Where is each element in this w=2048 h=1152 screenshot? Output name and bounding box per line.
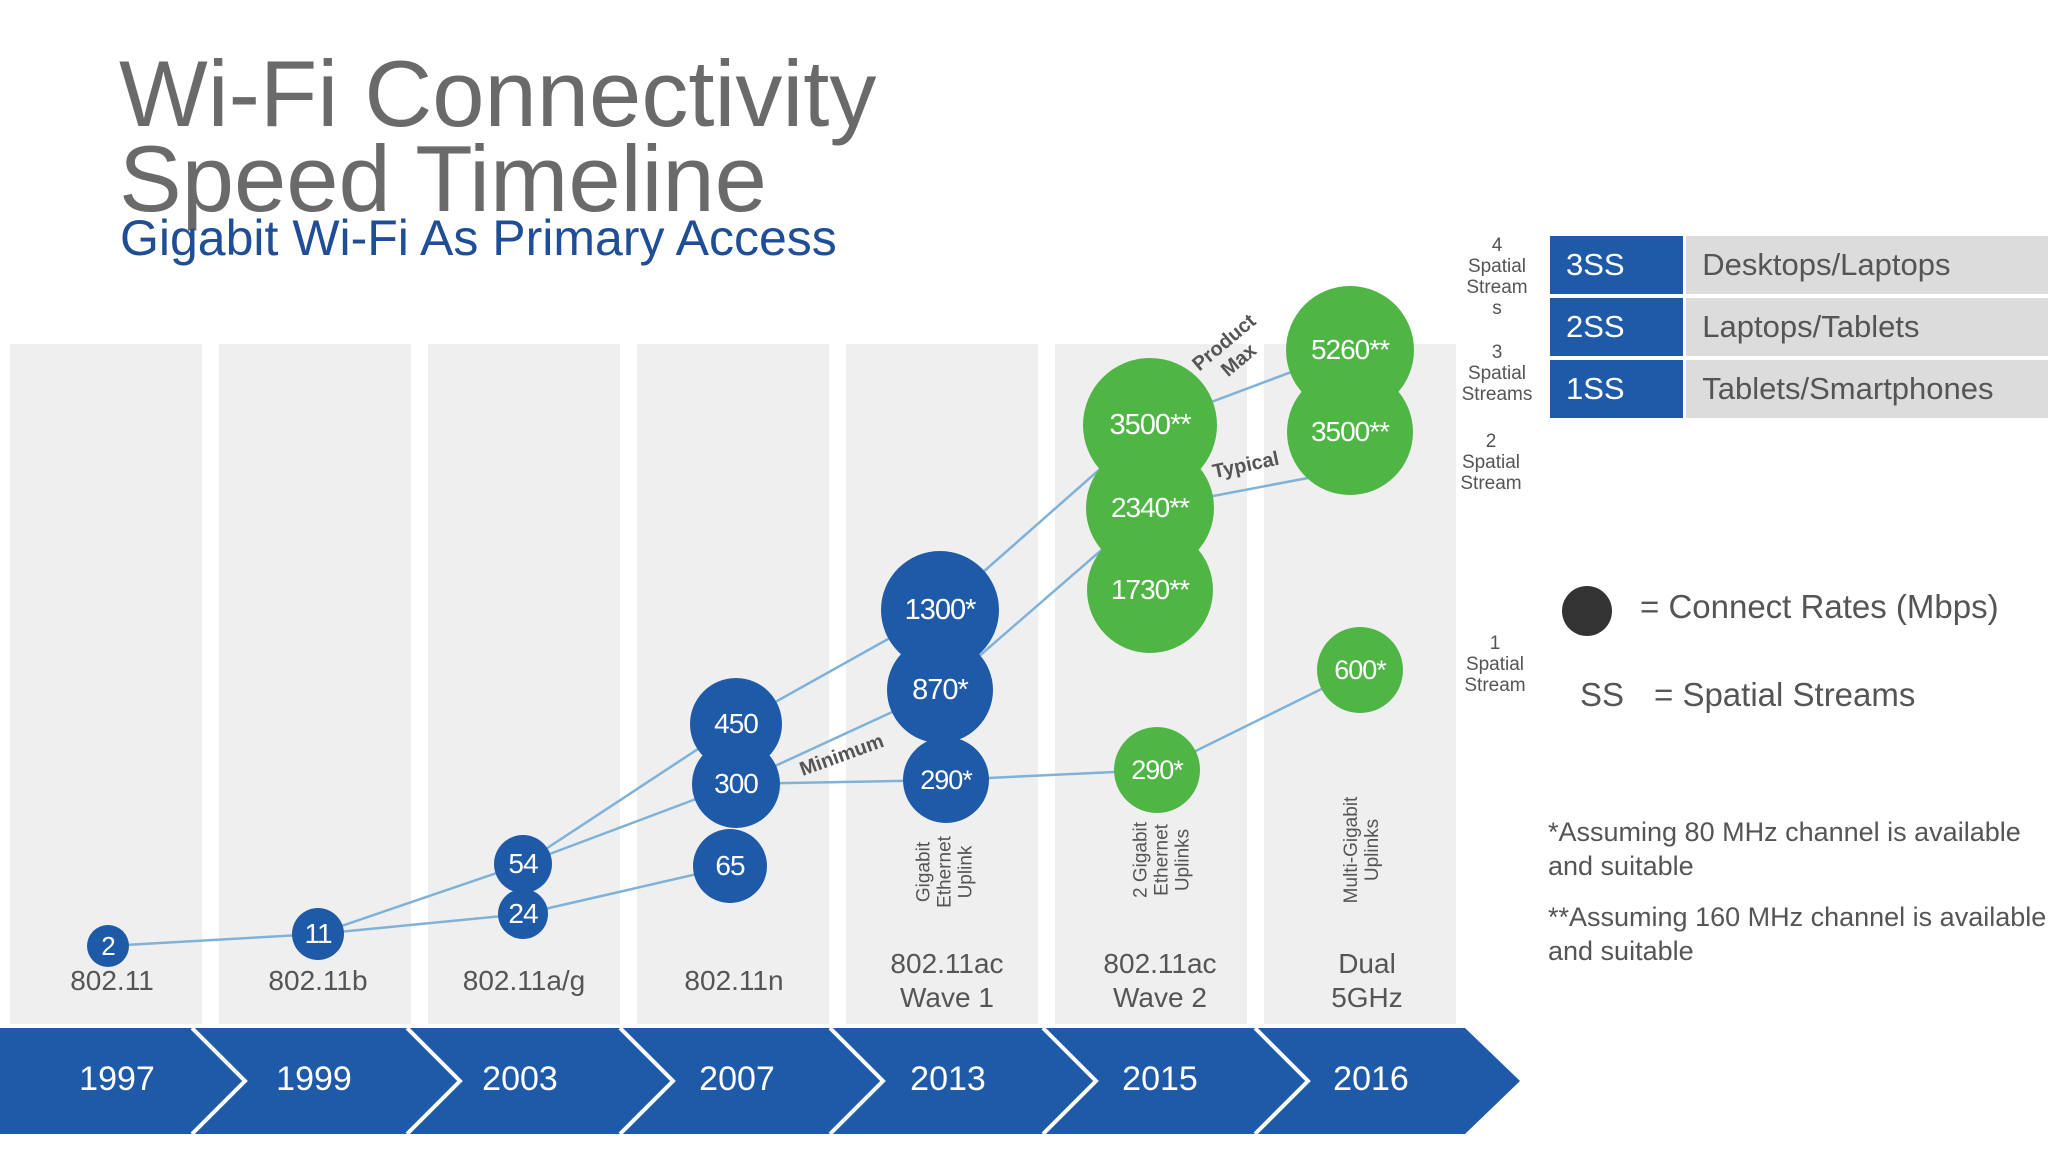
standard-label-2015: 802.11ac Wave 2: [1050, 947, 1270, 1015]
legend-row: 1SS Tablets/Smartphones: [1550, 360, 2048, 418]
rate-bubble: 3500**: [1287, 369, 1413, 495]
gap: [1682, 360, 1687, 418]
ss-description: Desktops/Laptops: [1686, 236, 2048, 294]
chevron-divider: [1253, 1028, 1311, 1134]
chevron-divider: [190, 1028, 248, 1134]
rate-bubble: 24: [498, 889, 548, 939]
ss-abbreviation: SS: [1580, 676, 1625, 713]
stream-label-1: 1 Spatial Stream: [1464, 633, 1526, 696]
standard-wave: Wave 2: [1113, 982, 1207, 1013]
standard-name: Dual: [1338, 948, 1396, 979]
legend-row: 3SS Desktops/Laptops: [1550, 236, 2048, 294]
standard-name: 802.11ac: [890, 948, 1004, 979]
rate-bubble: 290*: [903, 737, 989, 823]
chevron-divider: [828, 1028, 886, 1134]
ss-description: Tablets/Smartphones: [1686, 360, 2048, 418]
standard-label-2003: 802.11a/g: [414, 964, 634, 998]
connector: [317, 912, 524, 936]
ss-description: Laptops/Tablets: [1686, 298, 2048, 356]
ss-code: 1SS: [1550, 360, 1683, 418]
standard-name: 802.11b: [268, 965, 368, 996]
stream-label-4: 4 Spatial Stream s: [1466, 235, 1528, 319]
connect-rate-dot-icon: [1562, 586, 1612, 636]
subtitle: Gigabit Wi-Fi As Primary Access: [120, 210, 837, 266]
rate-bubble: 1730**: [1087, 527, 1213, 653]
rate-bubble: 65: [693, 829, 767, 903]
ss-meaning: = Spatial Streams: [1654, 676, 1916, 713]
uplink-label-2013: Gigabit Ethernet Uplink: [913, 836, 977, 908]
title-line-2: Speed Timeline: [119, 126, 767, 231]
standard-name: 802.11a/g: [462, 965, 586, 996]
standard-name: 802.11: [70, 965, 154, 996]
timeline-arrow: [0, 1028, 1520, 1134]
standard-label-1997: 802.11: [2, 964, 222, 998]
uplink-label-2015: 2 Gigabit Ethernet Uplinks: [1130, 821, 1194, 899]
year-2007: 2007: [699, 1060, 775, 1098]
rate-bubble: 290*: [1114, 727, 1200, 813]
standard-wave: Wave 1: [900, 982, 994, 1013]
rate-bubble: 300: [692, 740, 780, 828]
year-2013: 2013: [910, 1060, 986, 1098]
standard-label-1999: 802.11b: [208, 964, 428, 998]
year-1999: 1999: [276, 1060, 352, 1098]
gap: [1682, 298, 1687, 356]
timeline-banner: [0, 1028, 1520, 1134]
year-2015: 2015: [1122, 1060, 1198, 1098]
uplink-label-2016: Multi-Gigabit Uplinks: [1341, 796, 1383, 904]
chevron-divider: [1041, 1028, 1099, 1134]
stream-label-2: 2 Spatial Stream: [1460, 431, 1522, 494]
rate-bubble: 54: [494, 835, 552, 893]
connector: [317, 862, 524, 936]
chevron-divider: [618, 1028, 676, 1134]
ss-code: 2SS: [1550, 298, 1683, 356]
rate-bubble: 870*: [887, 637, 993, 743]
year-2016: 2016: [1333, 1060, 1409, 1098]
chevron-divider: [405, 1028, 463, 1134]
column-bg-1997: [10, 344, 202, 1024]
title-line-1: Wi-Fi Connectivity: [119, 41, 877, 146]
stream-label-3: 3 Spatial Streams: [1461, 342, 1533, 405]
rate-bubble: 2: [87, 925, 129, 967]
connect-rates-legend: = Connect Rates (Mbps): [1640, 588, 1999, 625]
standard-wave: 5GHz: [1331, 982, 1403, 1013]
standard-label-2013: 802.11ac Wave 1: [837, 947, 1057, 1015]
gap: [1682, 236, 1687, 294]
standard-name: 802.11ac: [1103, 948, 1217, 979]
rate-bubble: 11: [292, 908, 344, 960]
connector: [107, 932, 319, 948]
ss-code: 3SS: [1550, 236, 1683, 294]
footnote-160mhz: **Assuming 160 MHz channel is available …: [1548, 902, 2047, 966]
standard-name: 802.11n: [684, 965, 784, 996]
footnote-80mhz: *Assuming 80 MHz channel is available an…: [1548, 817, 2021, 881]
year-1997: 1997: [79, 1060, 155, 1098]
rate-bubble: 600*: [1317, 627, 1403, 713]
legend-row: 2SS Laptops/Tablets: [1550, 298, 2048, 356]
year-2003: 2003: [482, 1060, 558, 1098]
spatial-streams-legend-table: 3SS Desktops/Laptops 2SS Laptops/Tablets…: [1550, 232, 2048, 422]
standard-label-2007: 802.11n: [624, 964, 844, 998]
standard-label-2016: Dual 5GHz: [1257, 947, 1477, 1015]
